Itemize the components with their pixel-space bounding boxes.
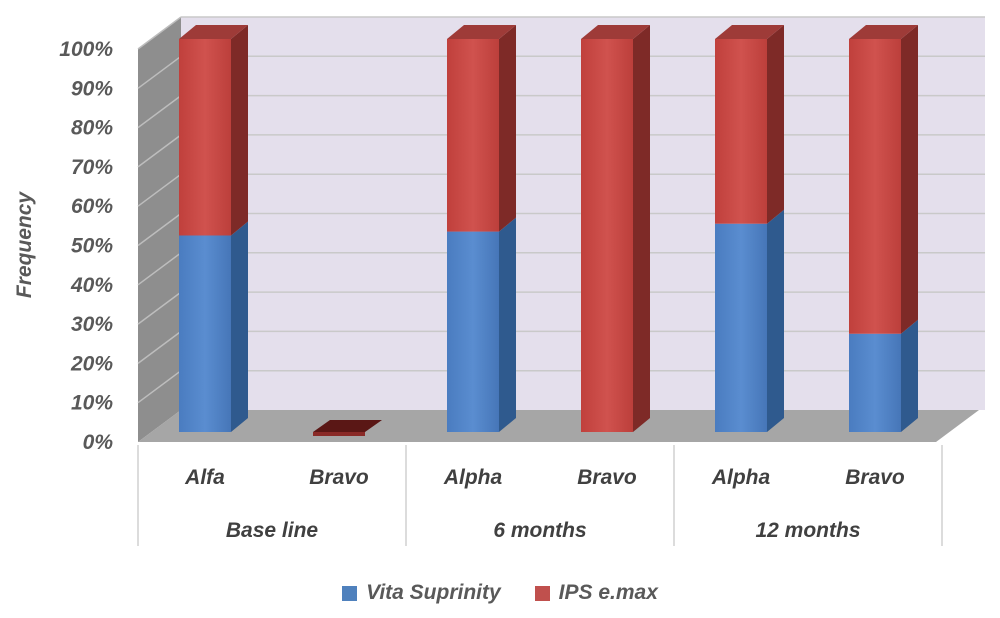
gridline — [137, 330, 182, 365]
bar-ips-e-max-side — [231, 25, 248, 236]
legend-label-vita-suprinity: Vita Suprinity — [366, 581, 501, 604]
y-tick-label: 100% — [59, 38, 113, 61]
legend-swatch-vita-suprinity — [342, 585, 358, 601]
y-tick-label: 40% — [70, 274, 113, 297]
y-tick-label: 50% — [71, 235, 113, 258]
y-tick-label: 60% — [71, 195, 113, 218]
x-category-label: Alpha — [443, 466, 503, 489]
legend-item-vita-suprinity: Vita Suprinity — [342, 581, 501, 605]
bar-ips-e-max-side — [499, 25, 516, 232]
y-axis-label: Frequency — [13, 191, 36, 299]
y-axis-ticks: 0% 10% 20% 30% 40% 50% 60% 70% 80% 90% 100% — [59, 38, 113, 454]
bar-vita-suprinity — [849, 333, 901, 432]
bar-ips-e-max-top — [447, 25, 516, 39]
bar-ips-e-max-side — [901, 25, 918, 334]
bar-ips-e-max-top — [179, 25, 248, 39]
gridline — [137, 212, 182, 247]
y-tick-label: 10% — [71, 392, 113, 415]
gridline — [137, 94, 182, 129]
bar-segment-empty — [313, 432, 365, 436]
x-group-label: Base line — [226, 519, 319, 542]
bar-vita-suprinity — [447, 231, 499, 432]
x-category-label: Alfa — [184, 466, 225, 489]
bars — [179, 25, 918, 436]
x-category-label: Bravo — [577, 466, 637, 489]
x-category-label: Bravo — [309, 466, 369, 489]
x-group-label: 6 months — [493, 519, 586, 542]
y-tick-label: 90% — [71, 77, 113, 100]
bar-ips-e-max — [179, 39, 231, 236]
bar-ips-e-max-top — [849, 25, 918, 39]
bar-ips-e-max — [849, 39, 901, 334]
y-tick-label: 0% — [83, 431, 114, 454]
legend-swatch-ips-emax — [534, 585, 550, 601]
bar-ips-e-max-top — [715, 25, 784, 39]
x-category-label: Bravo — [845, 466, 905, 489]
y-tick-label: 70% — [71, 156, 113, 179]
bar-ips-e-max-side — [767, 25, 784, 224]
gridline — [137, 55, 182, 89]
y-tick-label: 30% — [71, 313, 113, 336]
bar-ips-e-max-side — [633, 25, 650, 432]
bar-vita-suprinity-side — [901, 319, 918, 432]
gridline — [137, 252, 182, 286]
bar-ips-e-max — [447, 39, 499, 232]
bar-vita-suprinity — [179, 235, 231, 432]
bar-vita-suprinity-side — [231, 221, 248, 432]
bar-ips-e-max-top — [581, 25, 650, 39]
bar-segment-empty — [313, 420, 382, 432]
legend-item-ips-emax: IPS e.max — [534, 581, 658, 605]
bar-vita-suprinity-side — [499, 217, 516, 432]
gridline — [137, 291, 182, 325]
x-axis: Alfa Bravo Base line Alpha Bravo 6 months Alph… — [137, 445, 943, 546]
gridline — [137, 370, 182, 404]
bar-vita-suprinity-side — [767, 209, 784, 432]
legend-label-ips-emax: IPS e.max — [558, 581, 658, 604]
bar-ips-e-max — [581, 39, 633, 432]
gridline — [137, 134, 182, 168]
bar-ips-e-max — [715, 39, 767, 224]
x-group-label: 12 months — [755, 519, 860, 542]
bar-vita-suprinity — [715, 223, 767, 432]
gridline — [137, 173, 182, 207]
x-category-label: Alpha — [711, 466, 771, 489]
gridline — [137, 16, 182, 50]
y-tick-label: 20% — [70, 352, 113, 375]
y-tick-label: 80% — [71, 117, 113, 140]
legend: Vita Suprinity IPS e.max — [0, 578, 1000, 608]
